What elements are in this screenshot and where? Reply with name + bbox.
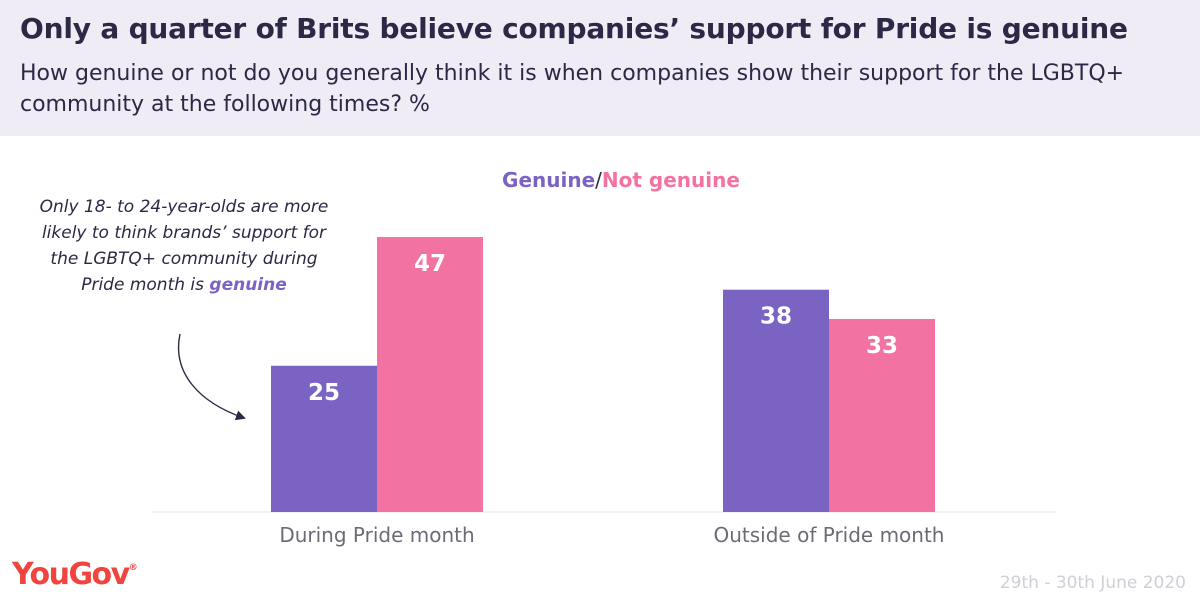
logo-text: YouGov <box>12 557 130 592</box>
bar-not-genuine-during <box>377 237 483 513</box>
annotation-highlight: genuine <box>209 275 287 295</box>
chart-title: Only a quarter of Brits believe companie… <box>20 12 1128 45</box>
legend-separator: / <box>595 168 602 192</box>
survey-date: 29th - 30th June 2020 <box>999 573 1186 593</box>
bar-not-genuine-outside <box>829 318 935 512</box>
legend: Genuine/Not genuine <box>0 168 1200 192</box>
annotation-text: Only 18- to 24-year-olds are more likely… <box>39 197 329 295</box>
data-label: 25 <box>308 380 340 406</box>
data-label: 33 <box>866 333 898 359</box>
yougov-logo: YouGov® <box>12 557 138 592</box>
legend-item-genuine: Genuine <box>502 168 596 192</box>
data-label: 47 <box>414 251 446 277</box>
bar-genuine-during <box>271 365 377 512</box>
category-label: During Pride month <box>279 523 474 547</box>
annotation-arrow <box>178 333 246 421</box>
registered-mark: ® <box>128 563 138 573</box>
legend-item-not-genuine: Not genuine <box>601 168 740 192</box>
category-label: Outside of Pride month <box>714 523 945 547</box>
chart-subtitle: How genuine or not do you generally thin… <box>20 61 1125 117</box>
header-band: Only a quarter of Brits believe companie… <box>0 0 1200 136</box>
data-label: 38 <box>760 304 792 330</box>
bar-genuine-outside <box>723 289 829 512</box>
annotation-note: Only 18- to 24-year-olds are more likely… <box>36 194 332 298</box>
